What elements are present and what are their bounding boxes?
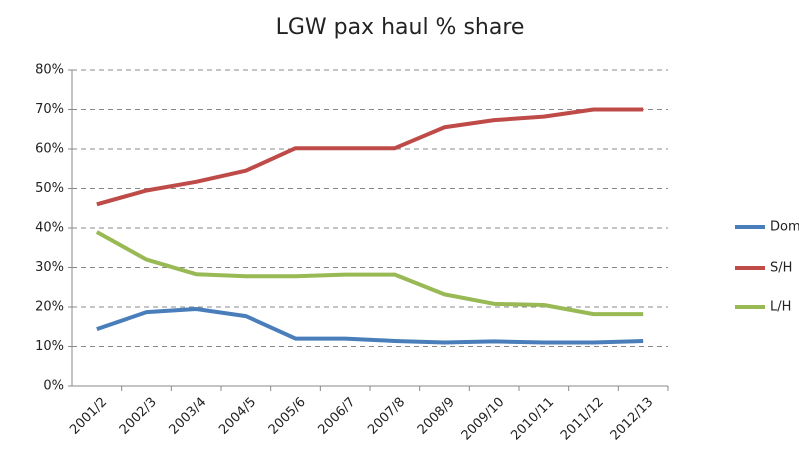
series-line <box>96 107 644 207</box>
y-tick-label: 40% <box>35 221 64 236</box>
x-tick-label: 2004/5 <box>216 395 259 438</box>
legend-label: Dom <box>770 220 799 235</box>
y-tick-label: 30% <box>35 260 64 275</box>
x-tick-label: 2001/2 <box>67 395 110 438</box>
x-tick-label: 2009/10 <box>459 395 508 444</box>
legend-label: S/H <box>770 261 792 276</box>
y-tick-label: 0% <box>43 379 64 394</box>
x-tick-label: 2008/9 <box>415 395 458 438</box>
series-line <box>96 306 644 345</box>
legend-label: L/H <box>770 300 791 315</box>
y-tick-label: 60% <box>35 142 64 157</box>
x-tick-label: 2003/4 <box>167 395 210 438</box>
x-tick-label: 2007/8 <box>365 395 408 438</box>
chart-title: LGW pax haul % share <box>276 15 525 40</box>
y-tick-label: 50% <box>35 181 64 196</box>
y-tick-label: 70% <box>35 102 64 117</box>
series-line <box>95 230 644 317</box>
x-tick-label: 2006/7 <box>316 395 359 438</box>
x-tick-label: 2010/11 <box>508 395 557 444</box>
y-tick-label: 10% <box>35 339 64 354</box>
y-tick-label: 20% <box>35 300 64 315</box>
x-tick-label: 2005/6 <box>266 395 309 438</box>
x-tick-label: 2011/12 <box>558 395 607 444</box>
y-tick-label: 80% <box>35 63 64 78</box>
x-tick-label: 2002/3 <box>117 395 160 438</box>
x-tick-label: 2012/13 <box>608 395 657 444</box>
